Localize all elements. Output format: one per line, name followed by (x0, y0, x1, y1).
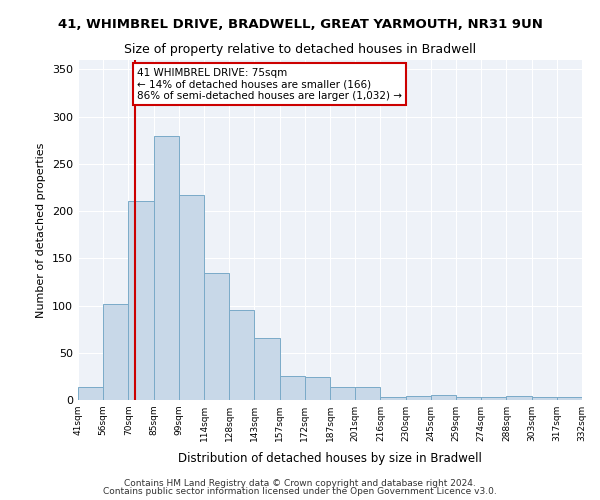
Bar (532, 397, 557, 400)
Bar (280, 376, 305, 400)
Bar (557, 397, 582, 400)
Text: 41, WHIMBREL DRIVE, BRADWELL, GREAT YARMOUTH, NR31 9UN: 41, WHIMBREL DRIVE, BRADWELL, GREAT YARM… (58, 18, 542, 30)
Bar (355, 387, 380, 400)
Bar (506, 396, 532, 400)
Text: Contains HM Land Registry data © Crown copyright and database right 2024.: Contains HM Land Registry data © Crown c… (124, 478, 476, 488)
Bar (456, 397, 481, 400)
Bar (481, 397, 506, 400)
Bar (330, 387, 355, 400)
Bar (103, 304, 128, 400)
Bar (78, 387, 103, 400)
Bar (154, 136, 179, 400)
Bar (229, 310, 254, 400)
X-axis label: Distribution of detached houses by size in Bradwell: Distribution of detached houses by size … (178, 452, 482, 466)
Bar (179, 195, 204, 400)
Bar (406, 396, 431, 400)
Bar (254, 338, 280, 400)
Text: Size of property relative to detached houses in Bradwell: Size of property relative to detached ho… (124, 42, 476, 56)
Bar (128, 200, 154, 400)
Y-axis label: Number of detached properties: Number of detached properties (37, 142, 46, 318)
Bar (305, 378, 330, 400)
Text: Contains public sector information licensed under the Open Government Licence v3: Contains public sector information licen… (103, 487, 497, 496)
Text: 41 WHIMBREL DRIVE: 75sqm
← 14% of detached houses are smaller (166)
86% of semi-: 41 WHIMBREL DRIVE: 75sqm ← 14% of detach… (137, 68, 402, 101)
Bar (204, 272, 229, 400)
Bar (380, 397, 406, 400)
Bar (431, 396, 456, 400)
